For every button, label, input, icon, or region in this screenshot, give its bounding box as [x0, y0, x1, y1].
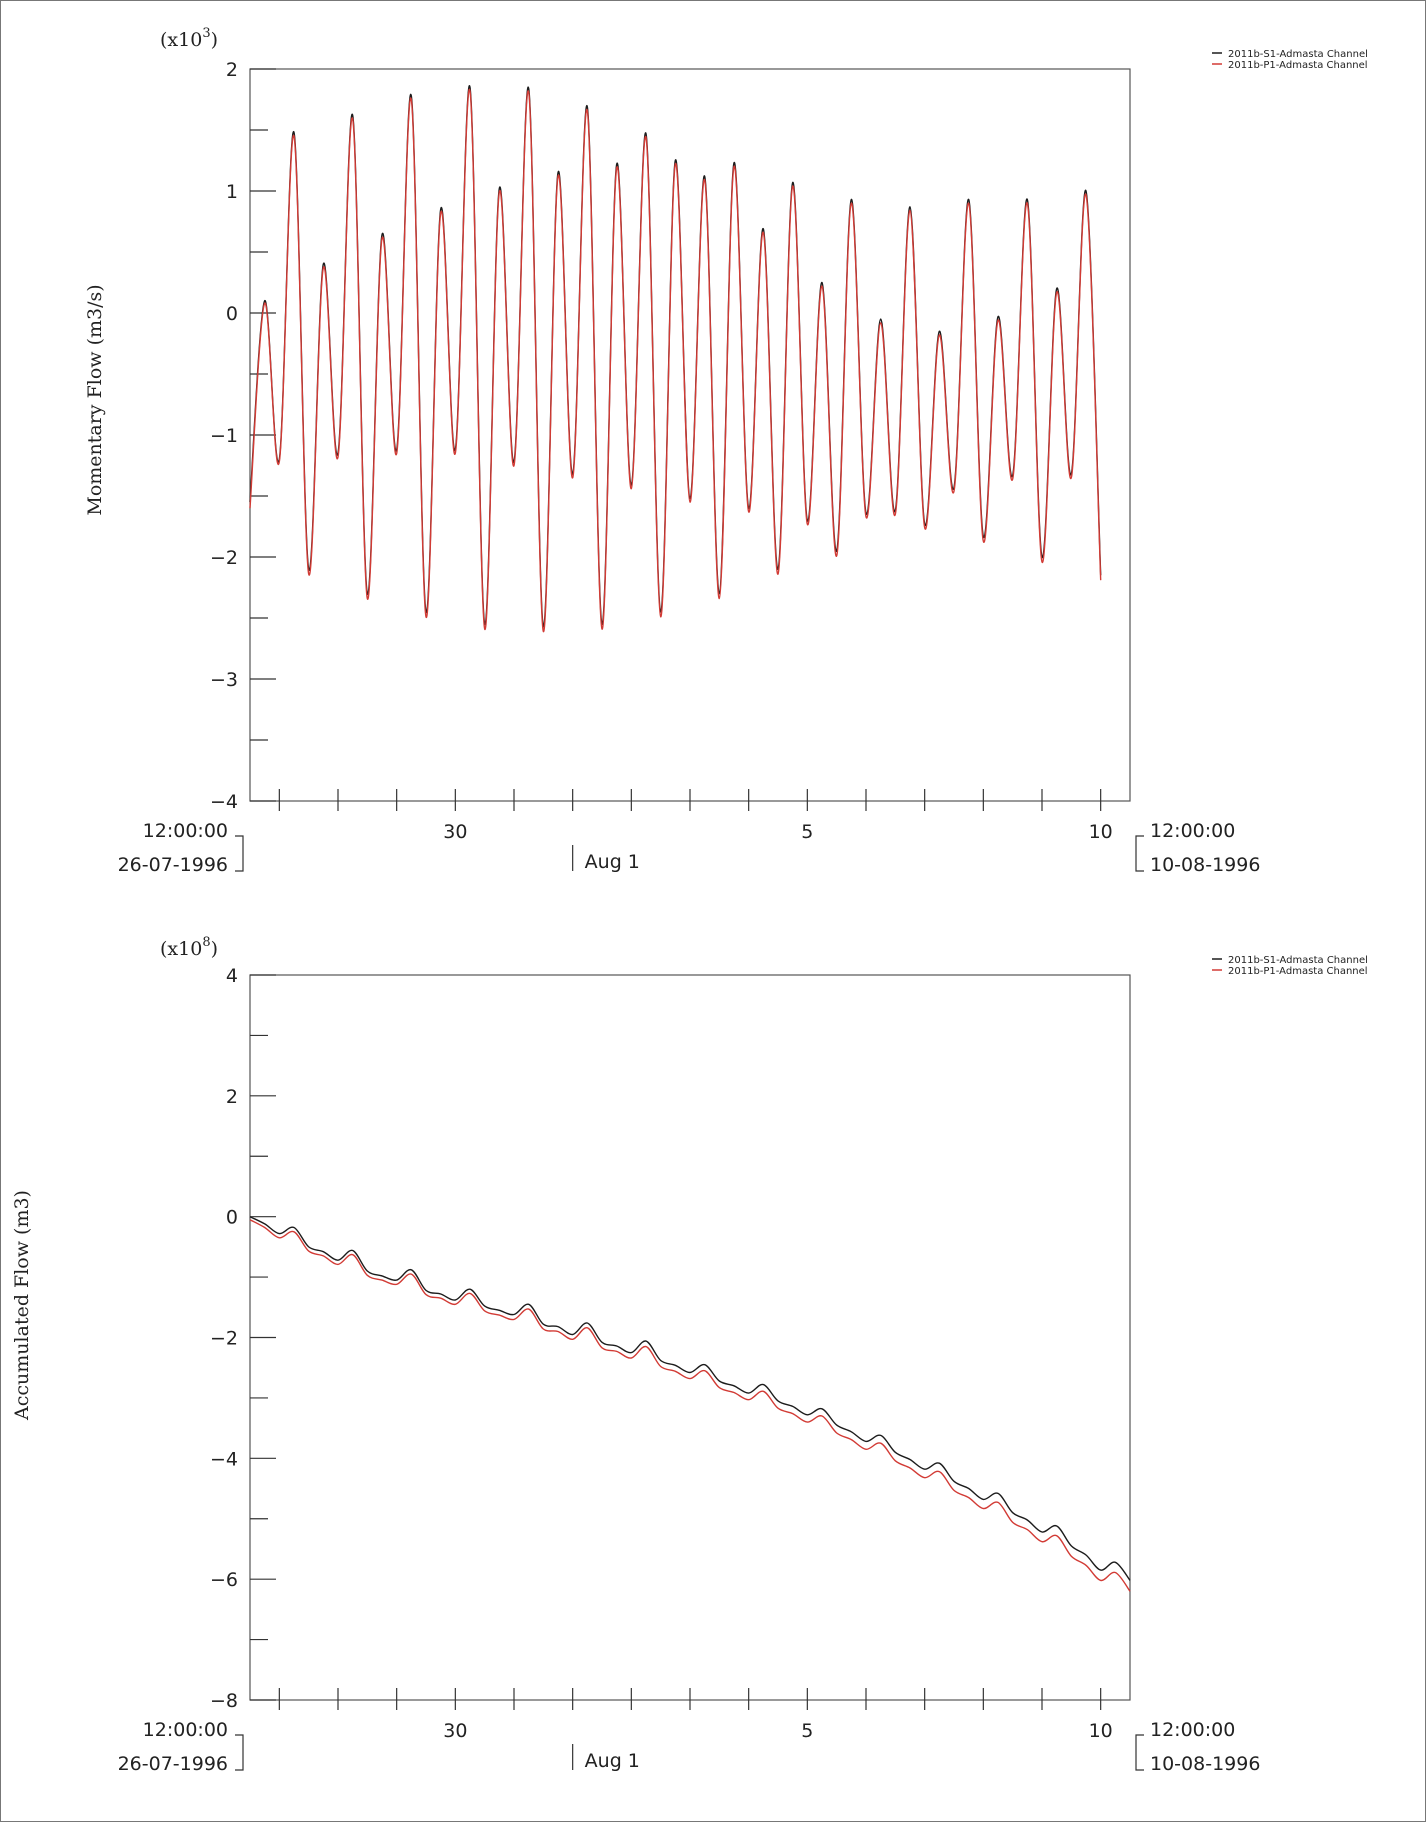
x-tick-label: 10: [1089, 1720, 1113, 1742]
momentary-flow-chart: Momentary Flow (m3/s) (x103) −4−3−2−1012…: [84, 26, 1368, 876]
x-tick-label: 5: [801, 1720, 813, 1742]
x-start-time: 12:00:00: [143, 820, 228, 842]
y-tick-label: 2: [226, 1086, 238, 1108]
x-start-date: 26-07-1996: [118, 854, 228, 876]
x-month-label: Aug 1: [585, 1750, 640, 1772]
y-tick-label: −2: [210, 1328, 238, 1350]
legend-label: 2011b-P1-Admasta Channel: [1228, 966, 1368, 977]
series-line-2: [249, 88, 1102, 633]
plot-frame: [249, 68, 1131, 802]
y-tick-label: −6: [210, 1569, 238, 1591]
series-line-1: [249, 1216, 1131, 1581]
x-tick-label: 30: [443, 821, 467, 843]
y-tick-label: −3: [210, 669, 238, 691]
x-start-time: 12:00:00: [143, 1719, 228, 1741]
legend-label: 2011b-P1-Admasta Channel: [1228, 60, 1368, 71]
accumulated-flow-chart: Accumulated Flow (m3) (x108) −8 −6 −4 −2 0 2 4…: [11, 935, 1368, 1775]
legend-label: 2011b-S1-Admasta Channel: [1228, 955, 1368, 966]
x-end-date: 10-08-1996: [1150, 1753, 1260, 1775]
x-start-date: 26-07-1996: [118, 1753, 228, 1775]
x-end-time: 12:00:00: [1150, 820, 1235, 842]
y-tick-label: −8: [210, 1690, 238, 1712]
x-tick-label: 5: [801, 821, 813, 843]
x-tick-label: 10: [1089, 821, 1113, 843]
x-end-time: 12:00:00: [1150, 1719, 1235, 1741]
legend-label: 2011b-S1-Admasta Channel: [1228, 49, 1368, 60]
x-start-bracket: [235, 835, 244, 872]
y-tick-label: 1: [226, 181, 238, 203]
y-tick-label: −4: [210, 791, 238, 813]
y-tick-label: −1: [210, 425, 238, 447]
y-multiplier: (x108): [160, 935, 218, 960]
y-axis-title: Momentary Flow (m3/s): [84, 284, 106, 515]
y-tick-label: 4: [226, 965, 238, 987]
y-tick-label: 2: [226, 59, 238, 81]
y-tick-label: 0: [226, 303, 238, 325]
y-tick-label: −4: [210, 1448, 238, 1470]
y-tick-label: −2: [210, 547, 238, 569]
x-start-bracket: [235, 1734, 244, 1771]
y-multiplier: (x103): [160, 26, 218, 51]
y-axis-title: Accumulated Flow (m3): [11, 1190, 33, 1421]
plot-frame: [249, 974, 1131, 1701]
x-end-bracket: [1135, 1734, 1144, 1771]
x-tick-label: 30: [443, 1720, 467, 1742]
x-month-label: Aug 1: [585, 851, 640, 873]
series-line-2: [249, 1219, 1131, 1592]
x-end-bracket: [1135, 835, 1144, 872]
x-end-date: 10-08-1996: [1150, 854, 1260, 876]
y-tick-label: 0: [226, 1207, 238, 1229]
